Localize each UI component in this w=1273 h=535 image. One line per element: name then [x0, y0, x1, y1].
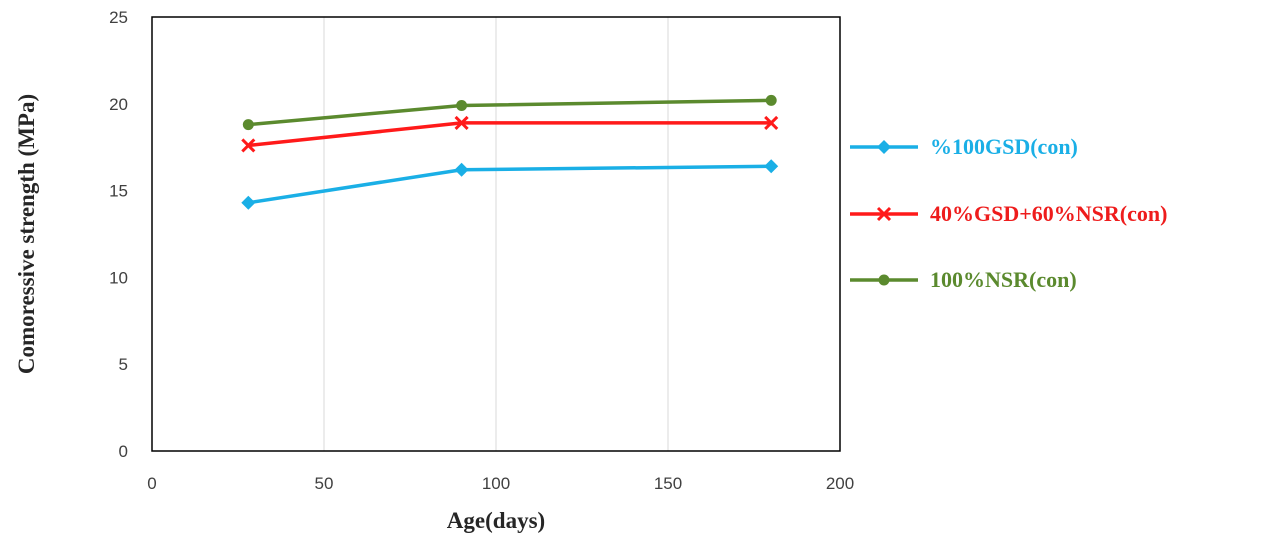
data-point — [765, 94, 777, 106]
data-point — [241, 138, 256, 153]
y-tick-label: 20 — [109, 95, 128, 114]
y-axis-title: Comoressive strength (MPa) — [14, 94, 39, 374]
x-tick-label: 200 — [826, 474, 854, 493]
legend: %100GSD(con) 40%GSD+60%NSR(con) 100%NSR(co… — [850, 134, 1167, 292]
y-tick-label: 0 — [119, 442, 128, 461]
legend-marker — [877, 140, 891, 154]
legend-marker — [878, 274, 890, 286]
legend-item: 100%NSR(con) — [850, 267, 1077, 292]
x-tick-label: 100 — [482, 474, 510, 493]
x-tick-label: 150 — [654, 474, 682, 493]
data-point — [456, 100, 468, 112]
series-group — [241, 159, 779, 210]
y-tick-label: 15 — [109, 182, 128, 201]
data-point-stroke — [764, 115, 779, 130]
data-point — [242, 119, 254, 131]
legend-marker-stroke — [876, 206, 892, 222]
data-point — [241, 195, 256, 210]
series-line — [248, 121, 772, 148]
legend-label: %100GSD(con) — [930, 134, 1078, 159]
data-series — [241, 94, 779, 210]
legend-item: 40%GSD+60%NSR(con) — [850, 201, 1167, 226]
legend-label: 40%GSD+60%NSR(con) — [930, 201, 1167, 226]
gridlines — [323, 17, 669, 451]
legend-label: 100%NSR(con) — [930, 267, 1077, 292]
tick-labels: 0 50 100 150 200 0 5 10 15 20 25 — [109, 8, 854, 493]
plot-area-frame — [151, 16, 841, 452]
data-point — [454, 115, 469, 130]
series-group — [241, 115, 779, 153]
data-point — [764, 115, 779, 130]
x-tick-label: 50 — [315, 474, 334, 493]
x-tick-label: 0 — [147, 474, 156, 493]
y-tick-label: 5 — [119, 355, 128, 374]
y-tick-label: 25 — [109, 8, 128, 27]
data-point-stroke — [241, 138, 256, 153]
x-axis-title: Age(days) — [447, 508, 545, 533]
data-point — [764, 159, 779, 174]
series-line — [248, 164, 772, 205]
y-tick-label: 10 — [109, 268, 128, 287]
legend-item: %100GSD(con) — [850, 134, 1078, 159]
legend-marker — [876, 206, 892, 222]
series-line — [248, 98, 772, 127]
series-group — [242, 94, 777, 131]
data-point-stroke — [454, 115, 469, 130]
data-point — [454, 162, 469, 177]
